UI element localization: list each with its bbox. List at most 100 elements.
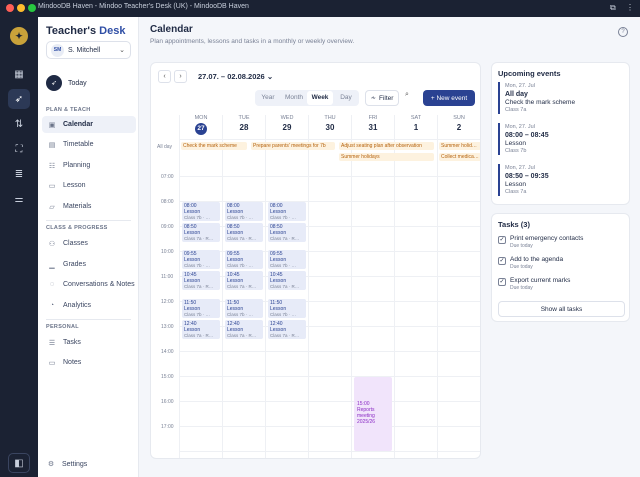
checkbox-icon[interactable]: ✓ xyxy=(498,278,506,286)
lesson-event[interactable]: 08:50 Lesson Class 7a · R… xyxy=(268,223,306,242)
lesson-event[interactable]: 12:40 Lesson Class 7a · R… xyxy=(268,320,306,339)
lesson-event[interactable]: 08:00 Lesson Class 7b · … xyxy=(182,202,220,221)
lesson-event[interactable]: 08:50 Lesson Class 7a · R… xyxy=(182,223,220,242)
sidebar-item-classes[interactable]: ⚇ Classes xyxy=(48,240,88,248)
tasks-icon: ☰ xyxy=(48,339,56,347)
view-year-button[interactable]: Year xyxy=(261,94,275,101)
task-item[interactable]: ✓ Export current marks Due today xyxy=(498,277,571,291)
sidebar-item-lesson[interactable]: ▭ Lesson xyxy=(48,182,86,190)
new-event-button[interactable]: + New event xyxy=(423,90,475,106)
lesson-event[interactable]: 11:50 Lesson Class 7b · … xyxy=(225,299,263,318)
allday-event[interactable]: Prepare parents' meetings for 7b xyxy=(251,142,335,150)
day-header-sun[interactable]: SUN 2 xyxy=(453,115,465,132)
lesson-event[interactable]: 10:45 Lesson Class 7a · R… xyxy=(268,271,306,290)
day-header-sat[interactable]: SAT 1 xyxy=(410,115,422,132)
minimize-window-button[interactable] xyxy=(17,4,25,12)
lesson-event[interactable]: 09:55 Lesson Class 7b · … xyxy=(268,250,306,269)
reports-meeting-event[interactable]: 15:00 Reports meeting 2025/26 xyxy=(354,377,392,451)
lesson-event[interactable]: 09:55 Lesson Class 7b · … xyxy=(225,250,263,269)
show-all-tasks-button[interactable]: Show all tasks xyxy=(498,301,625,317)
timetable-icon: ▤ xyxy=(48,141,56,149)
rocket-icon: ➶ xyxy=(46,75,62,91)
checkbox-icon[interactable]: ✓ xyxy=(498,236,506,244)
sidebar-item-grades[interactable]: ▁ Grades xyxy=(42,256,136,273)
filter-icon: ⩪ xyxy=(370,95,376,102)
user-selector[interactable]: SM S. Mitchell ⌄ xyxy=(46,41,131,59)
sidebar-item-materials[interactable]: ▱ Materials xyxy=(42,198,136,215)
date-range-selector[interactable]: 27.07. – 02.08.2026 ⌄ xyxy=(198,72,274,81)
tasks-card: Tasks (3) ✓ Print emergency contacts Due … xyxy=(491,213,630,322)
view-month-button[interactable]: Month xyxy=(284,94,304,101)
upcoming-event[interactable]: Mon, 27. Jul 08:50 – 09:35 Lesson Class … xyxy=(498,164,549,196)
close-window-button[interactable] xyxy=(6,4,14,12)
upcoming-event[interactable]: Mon, 27. Jul 08:00 – 08:45 Lesson Class … xyxy=(498,123,549,155)
lesson-event[interactable]: 11:50 Lesson Class 7b · … xyxy=(268,299,306,318)
rocket-rail-icon[interactable]: ➶ xyxy=(8,89,30,109)
divider xyxy=(46,319,131,320)
section-class-progress: CLASS & PROGRESS xyxy=(46,225,108,231)
day-header-mon[interactable]: MON 27 xyxy=(180,115,222,135)
allday-event[interactable]: Adjust seating plan after observation xyxy=(339,142,434,150)
previous-week-button[interactable]: ‹ xyxy=(158,70,171,83)
sidebar-item-tasks[interactable]: ☰ Tasks xyxy=(48,339,81,347)
lesson-event[interactable]: 12:40 Lesson Class 7a · R… xyxy=(225,320,263,339)
analytics-icon: ◔ xyxy=(49,302,55,309)
page-title: Calendar xyxy=(150,24,193,35)
dashboard-rail-icon[interactable]: ▦ xyxy=(14,68,24,80)
avatar: SM xyxy=(51,43,64,57)
scan-rail-icon[interactable]: ⛶ xyxy=(15,143,23,155)
next-week-button[interactable]: › xyxy=(174,70,187,83)
database-rail-icon[interactable]: ≣ xyxy=(14,168,24,180)
lesson-event[interactable]: 12:40 Lesson Class 7a · R… xyxy=(182,320,220,339)
day-header-wed[interactable]: WED 29 xyxy=(280,115,294,132)
allday-event[interactable]: Check the mark scheme xyxy=(181,142,247,150)
lesson-event[interactable]: 08:50 Lesson Class 7a · R… xyxy=(225,223,263,242)
checkbox-icon[interactable]: ✓ xyxy=(498,257,506,265)
user-name: S. Mitchell xyxy=(68,46,101,54)
calendar-icon: ▣ xyxy=(48,121,56,129)
view-day-button[interactable]: Day xyxy=(340,94,352,101)
extension-icon[interactable]: ⧉ xyxy=(610,3,616,12)
lesson-event[interactable]: 10:45 Lesson Class 7a · R… xyxy=(182,271,220,290)
maximize-window-button[interactable] xyxy=(28,4,36,12)
sidebar-item-analytics[interactable]: ◔ Analytics xyxy=(42,297,136,314)
view-week-button[interactable]: Week xyxy=(307,91,333,105)
lesson-event[interactable]: 11:50 Lesson Class 7b · … xyxy=(182,299,220,318)
sync-rail-icon[interactable]: ⇅ xyxy=(14,118,24,130)
search-icon[interactable]: ⌕ xyxy=(405,91,409,98)
title-bar: MindooDB Haven - Mindoo Teacher's Desk (… xyxy=(0,0,640,17)
day-header-fri[interactable]: FRI 31 xyxy=(368,115,378,132)
day-header-tue[interactable]: TUE 28 xyxy=(238,115,250,132)
grades-icon: ▁ xyxy=(49,261,55,269)
sidebar-item-conversations[interactable]: ◌ Conversations & Notes xyxy=(42,276,136,293)
lesson-event[interactable]: 09:55 Lesson Class 7b · … xyxy=(182,250,220,269)
day-header-thu[interactable]: THU 30 xyxy=(324,115,336,132)
help-icon[interactable]: ? xyxy=(618,27,628,37)
task-item[interactable]: ✓ Print emergency contacts Due today xyxy=(498,235,584,249)
sidebar-item-notes[interactable]: ▭ Notes xyxy=(48,359,82,367)
sidebar-item-calendar[interactable]: ▣ Calendar xyxy=(42,116,136,133)
upcoming-event[interactable]: Mon, 27. Jul All day Check the mark sche… xyxy=(498,82,575,114)
sidebar-item-timetable[interactable]: ▤ Timetable xyxy=(48,141,94,149)
sidebar-item-today[interactable]: ➶ Today xyxy=(46,75,87,91)
lesson-event[interactable]: 08:00 Lesson Class 7b · … xyxy=(268,202,306,221)
section-plan-teach: PLAN & TEACH xyxy=(46,107,91,113)
settings-sliders-rail-icon[interactable]: ⚌ xyxy=(14,193,24,205)
allday-event[interactable]: Summer holidays xyxy=(339,153,434,161)
app-logo-icon: ✦ xyxy=(10,27,28,45)
upcoming-events-card: Upcoming events Mon, 27. Jul All day Che… xyxy=(491,62,630,205)
allday-event[interactable]: Summer holid… xyxy=(439,142,480,150)
planning-icon: ☷ xyxy=(48,162,56,170)
sidebar: Teacher's Desk SM S. Mitchell ⌄ ➶ Today … xyxy=(38,17,139,477)
more-icon[interactable]: ⋮ xyxy=(626,3,634,12)
lesson-event[interactable]: 08:00 Lesson Class 7b · … xyxy=(225,202,263,221)
lesson-event[interactable]: 10:45 Lesson Class 7a · R… xyxy=(225,271,263,290)
sidebar-item-planning[interactable]: ☷ Planning xyxy=(48,162,91,170)
collapse-sidebar-icon[interactable]: ◧ xyxy=(8,453,30,473)
allday-event[interactable]: Collect medica… xyxy=(439,153,480,161)
notes-icon: ▭ xyxy=(48,359,56,367)
filter-button[interactable]: ⩪ Filter xyxy=(365,90,399,106)
brand-title: Teacher's Desk xyxy=(46,25,126,37)
task-item[interactable]: ✓ Add to the agenda Due today xyxy=(498,256,564,270)
sidebar-item-settings[interactable]: ⚙ Settings xyxy=(47,460,88,469)
